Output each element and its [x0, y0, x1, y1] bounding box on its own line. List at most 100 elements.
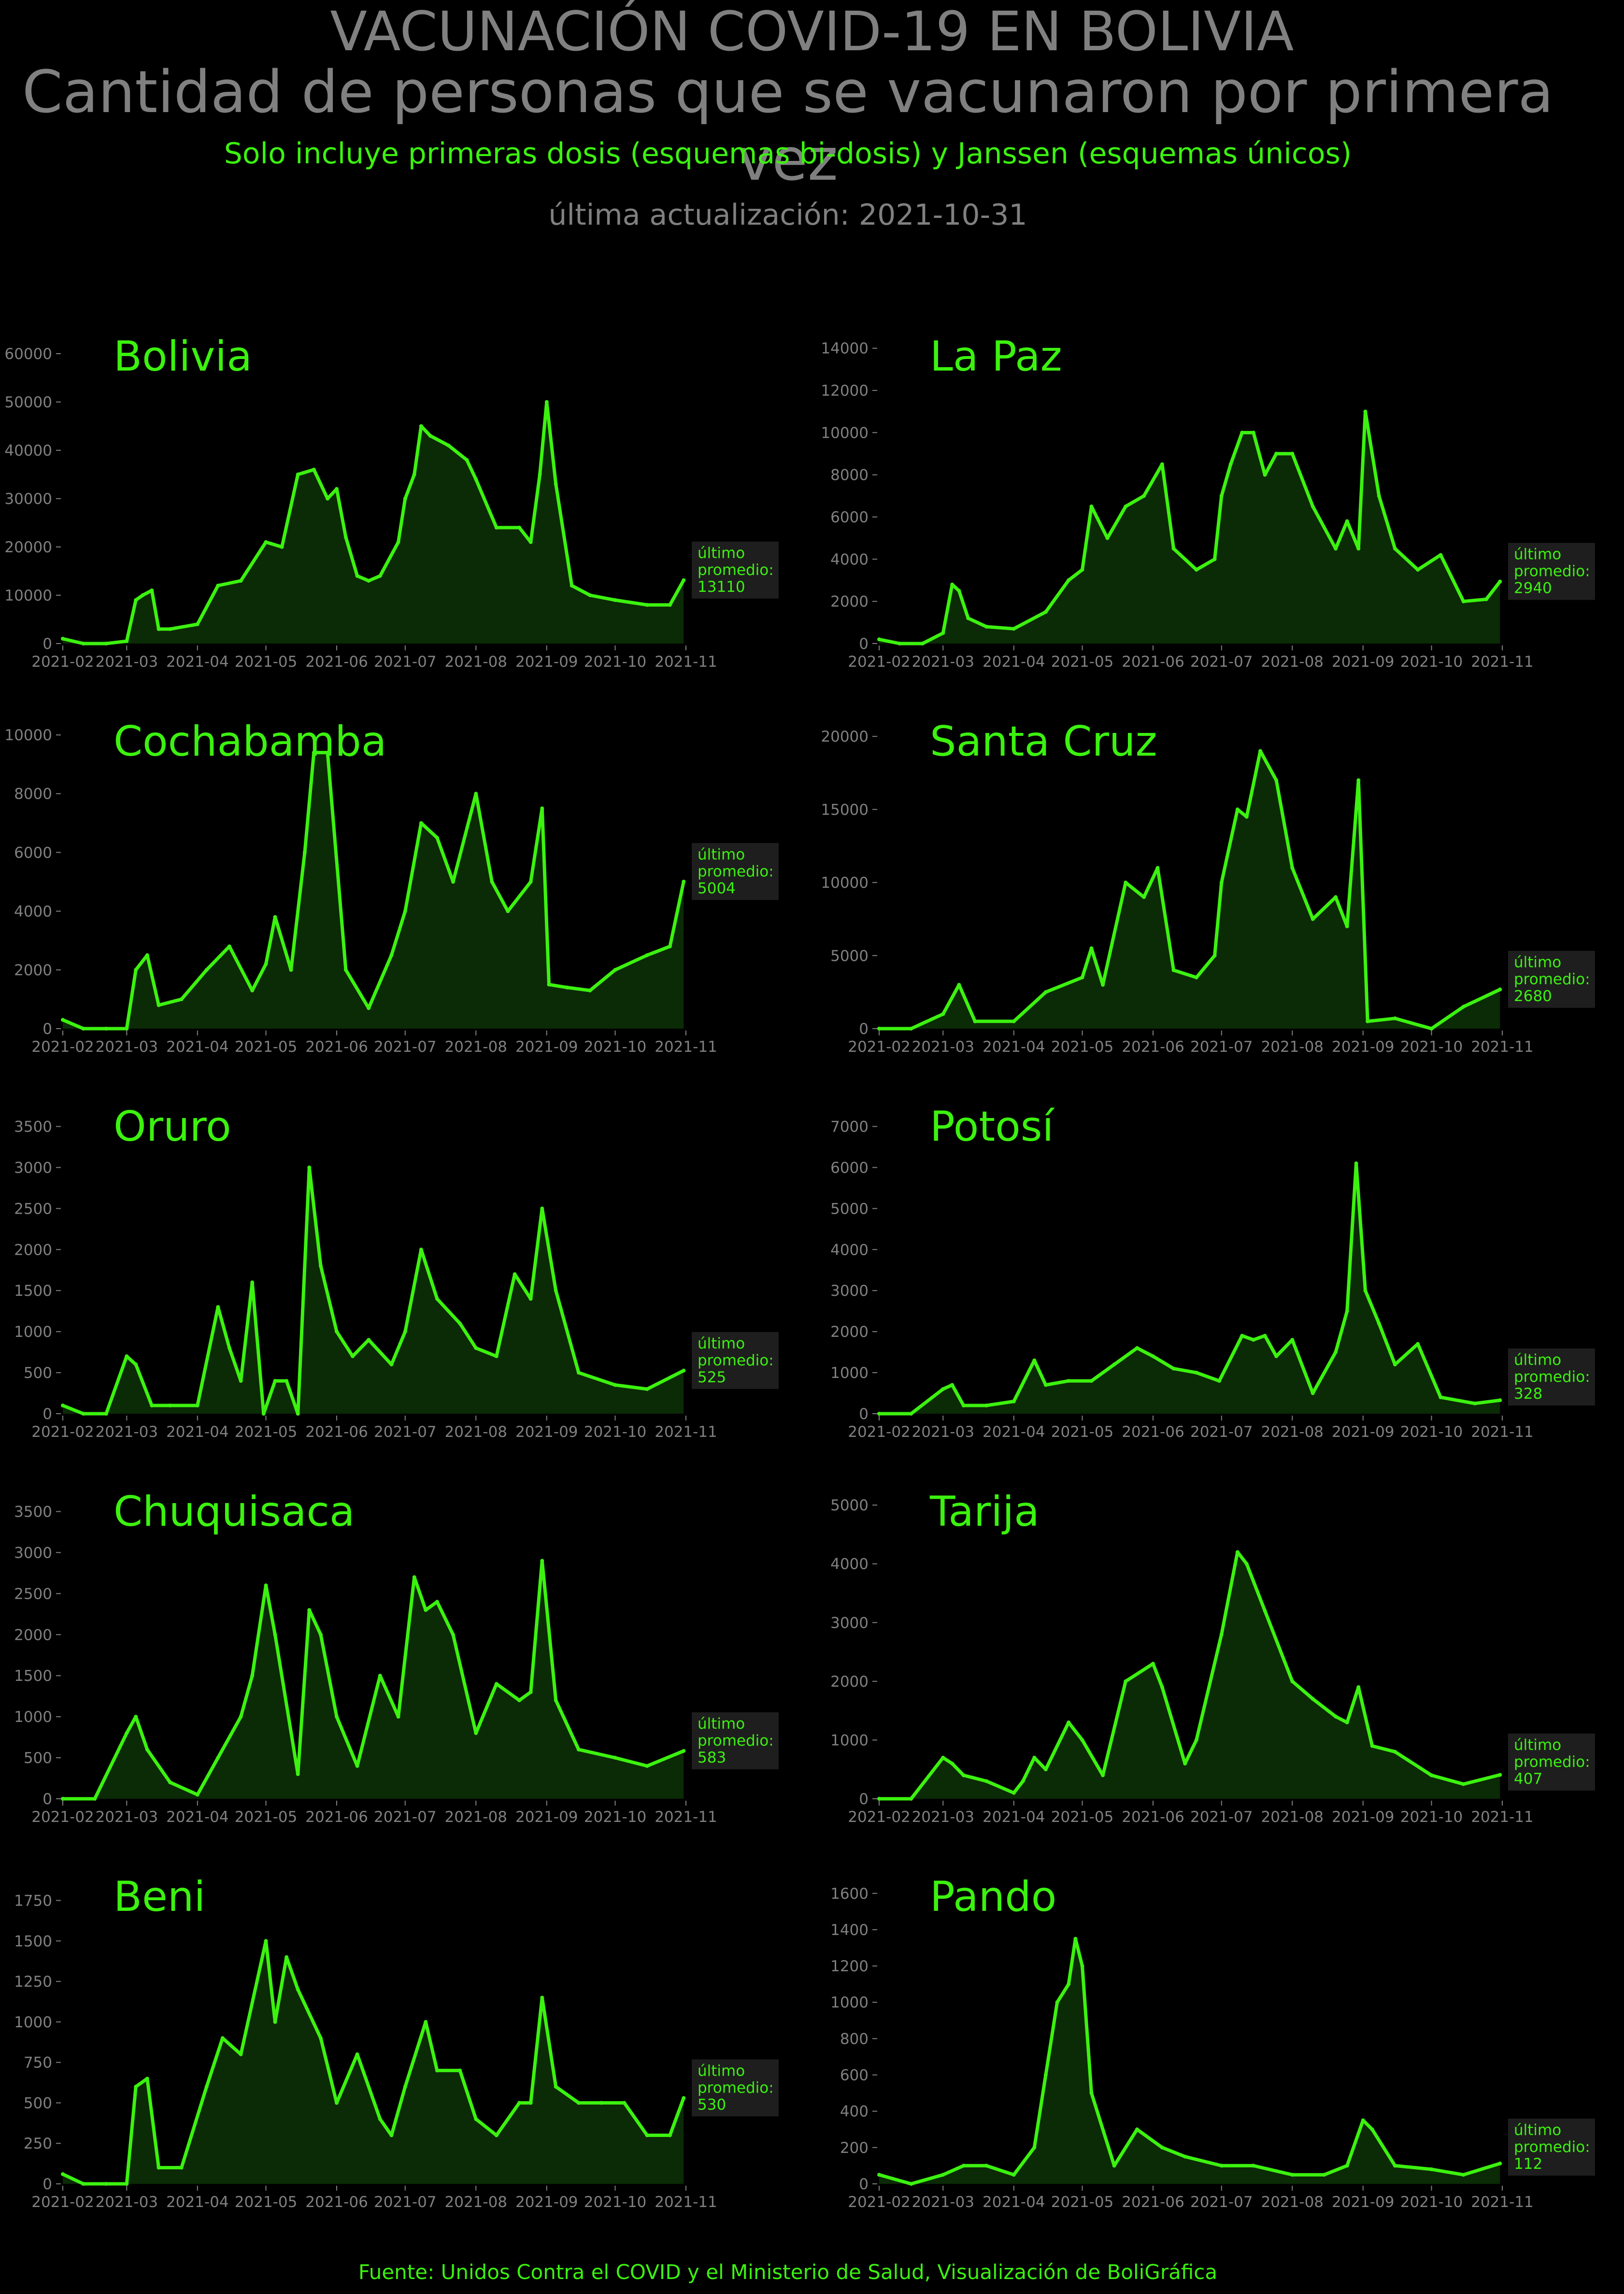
y-tick-label: 12000 — [821, 382, 869, 400]
data-point — [403, 2084, 407, 2089]
latest-average-label: último — [698, 545, 745, 562]
latest-average-label: 2680 — [1514, 988, 1552, 1005]
x-tick-label: 2021-09 — [1332, 1038, 1395, 1056]
data-point — [81, 2182, 85, 2186]
y-tick-label: 500 — [24, 2094, 52, 2112]
data-point — [312, 750, 316, 755]
data-point — [367, 1338, 371, 1342]
y-tick-label: 1500 — [14, 1933, 52, 1950]
area-fill-oruro — [63, 1167, 684, 1414]
data-point — [1073, 1936, 1078, 1941]
data-point — [513, 1272, 517, 1276]
x-tick-label: 2021-06 — [305, 2194, 368, 2211]
panel-title: Beni — [114, 1873, 205, 1921]
x-tick-label: 2021-06 — [1122, 1808, 1184, 1826]
y-tick-label: 0 — [859, 1020, 869, 1038]
x-tick-label: 2021-11 — [655, 653, 717, 671]
data-point — [204, 968, 209, 972]
data-point — [920, 642, 925, 645]
x-tick-label: 2021-05 — [235, 2194, 298, 2211]
data-point — [61, 1018, 65, 1022]
y-tick-label: 2500 — [14, 1200, 52, 1218]
data-point — [134, 968, 138, 972]
y-tick-label: 3500 — [14, 1503, 52, 1520]
data-point — [554, 482, 558, 486]
data-point — [897, 642, 902, 645]
y-tick-label: 800 — [840, 2030, 869, 2048]
x-tick-label: 2021-05 — [1051, 1808, 1114, 1826]
x-tick-label: 2021-05 — [1051, 1423, 1114, 1441]
data-point — [474, 477, 478, 481]
latest-average-label: último — [1514, 1351, 1561, 1369]
data-point — [1334, 1714, 1338, 1719]
y-tick-label: 10000 — [821, 875, 869, 892]
latest-average-label: último — [698, 1715, 745, 1733]
data-point — [216, 584, 220, 588]
x-tick-label: 2021-07 — [374, 1808, 437, 1826]
x-tick-label: 2021-11 — [1471, 2194, 1534, 2211]
data-point — [1393, 546, 1397, 551]
data-point — [528, 2101, 533, 2105]
data-point — [81, 642, 85, 645]
data-point — [668, 603, 672, 607]
latest-average-box — [1508, 2119, 1595, 2176]
data-point — [1183, 1762, 1187, 1766]
y-tick-label: 0 — [43, 2176, 52, 2193]
data-point — [1235, 807, 1239, 812]
data-point — [396, 540, 400, 544]
subtitle: Solo incluye primeras dosis (esquemas bi… — [224, 137, 1352, 171]
data-point — [941, 631, 945, 635]
x-tick-label: 2021-06 — [1122, 1038, 1184, 1056]
x-tick-label: 2021-03 — [912, 653, 975, 671]
data-point — [517, 1698, 522, 1703]
x-tick-label: 2021-08 — [1261, 1038, 1324, 1056]
x-tick-label: 2021-10 — [584, 1038, 647, 1056]
data-point — [1067, 1379, 1071, 1383]
x-tick-label: 2021-05 — [1051, 2194, 1114, 2211]
data-point — [280, 545, 284, 549]
data-point — [1356, 546, 1361, 551]
data-point — [150, 1404, 154, 1407]
latest-average-box — [692, 2059, 779, 2117]
x-tick-label: 2021-04 — [166, 1423, 229, 1441]
data-point — [1240, 1333, 1244, 1338]
data-point — [335, 2101, 339, 2105]
data-point — [428, 434, 432, 438]
y-tick-label: 50000 — [4, 394, 52, 411]
y-tick-label: 2000 — [14, 961, 52, 979]
y-tick-label: 60000 — [4, 345, 52, 363]
data-point — [419, 821, 423, 825]
data-point — [239, 1379, 243, 1383]
data-point — [1274, 1354, 1279, 1359]
data-point — [1334, 895, 1338, 899]
last-update: última actualización: 2021-10-31 — [548, 198, 1027, 232]
x-tick-label: 2021-11 — [1471, 653, 1534, 671]
data-point — [435, 2068, 439, 2073]
data-point — [296, 1412, 300, 1416]
data-point — [1142, 494, 1146, 498]
data-point — [1194, 975, 1198, 980]
x-tick-label: 2021-07 — [374, 653, 437, 671]
data-point — [622, 2101, 627, 2105]
data-point — [104, 1027, 108, 1031]
data-point — [950, 1762, 954, 1766]
x-tick-label: 2021-07 — [1190, 1808, 1253, 1826]
data-point — [1290, 1679, 1295, 1683]
latest-average-box — [1508, 543, 1595, 600]
data-point — [1473, 1401, 1477, 1405]
x-tick-label: 2021-10 — [1400, 653, 1463, 671]
data-point — [168, 1404, 172, 1407]
x-tick-label: 2021-11 — [655, 1808, 717, 1826]
data-point — [474, 791, 478, 796]
data-point — [403, 497, 407, 501]
data-point — [1393, 1749, 1397, 1754]
data-point — [1263, 1609, 1267, 1613]
data-point — [61, 1797, 65, 1801]
data-point — [909, 1412, 913, 1416]
latest-average-label: 2940 — [1514, 580, 1552, 597]
data-point — [351, 1354, 355, 1359]
data-point — [1429, 1773, 1434, 1778]
latest-average-label: promedio: — [1514, 1368, 1590, 1386]
data-point — [961, 1404, 966, 1407]
data-point — [1416, 1342, 1420, 1346]
